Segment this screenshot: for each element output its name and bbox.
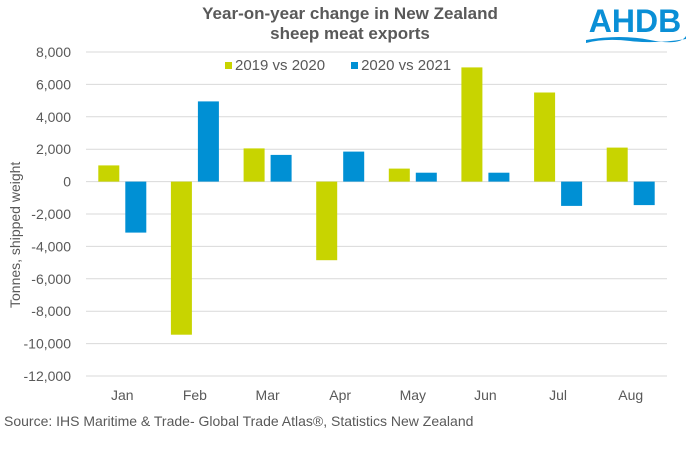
bar-mar-2020-vs-2021 (270, 154, 292, 182)
x-tick-label: May (400, 387, 426, 403)
bar-aug-2020-vs-2021 (633, 181, 655, 206)
bar-jun-2019-vs-2020 (461, 67, 483, 182)
y-tick-label: -10,000 (24, 336, 72, 352)
bar-feb-2020-vs-2021 (197, 101, 219, 182)
bar-jan-2019-vs-2020 (98, 165, 120, 182)
y-tick-label: 6,000 (36, 76, 71, 92)
y-tick-label: 2,000 (36, 141, 71, 157)
bar-jul-2020-vs-2021 (561, 181, 583, 206)
x-tick-label: Feb (183, 387, 207, 403)
chart-title: Year-on-year change in New Zealand sheep… (150, 4, 550, 44)
legend-swatch-2020-vs-2021 (351, 62, 359, 69)
y-tick-label: -6,000 (31, 271, 71, 287)
y-tick-label: 4,000 (36, 109, 71, 125)
svg-text:AHDB: AHDB (589, 3, 681, 39)
source-note: Source: IHS Maritime & Trade- Global Tra… (4, 413, 474, 429)
y-tick-label: 8,000 (36, 44, 71, 60)
bar-feb-2019-vs-2020 (170, 181, 192, 335)
bar-may-2019-vs-2020 (388, 168, 410, 182)
legend-item-2019-vs-2020: 2019 vs 2020 (225, 57, 325, 74)
x-tick-label: Aug (618, 387, 643, 403)
bar-apr-2020-vs-2021 (343, 151, 365, 182)
x-tick-label: Mar (256, 387, 280, 403)
legend-label-2019-vs-2020: 2019 vs 2020 (235, 57, 326, 74)
y-tick-label: -8,000 (31, 303, 71, 319)
bar-mar-2019-vs-2020 (243, 148, 265, 182)
y-tick-label: 0 (63, 174, 71, 190)
bar-may-2020-vs-2021 (415, 172, 437, 182)
x-tick-label: Jun (474, 387, 497, 403)
legend-swatch-2019-vs-2020 (225, 62, 232, 69)
legend-label-2020-vs-2021: 2020 vs 2021 (361, 57, 452, 74)
legend-item-2020-vs-2021: 2020 vs 2021 (351, 57, 451, 74)
chart-title-line-2: sheep meat exports (270, 24, 430, 43)
y-tick-label: -4,000 (31, 238, 71, 254)
x-tick-label: Jul (549, 387, 567, 403)
bar-apr-2019-vs-2020 (316, 181, 338, 261)
bar-jun-2020-vs-2021 (488, 172, 510, 182)
bar-aug-2019-vs-2020 (606, 147, 628, 182)
x-tick-label: Apr (329, 387, 351, 403)
ahdb-logo: AHDB (586, 3, 686, 43)
bar-jul-2019-vs-2020 (534, 92, 556, 182)
bar-jan-2020-vs-2021 (125, 181, 147, 233)
x-tick-label: Jan (111, 387, 134, 403)
y-tick-label: -12,000 (24, 368, 72, 384)
chart-title-line-1: Year-on-year change in New Zealand (202, 4, 498, 23)
legend: 2019 vs 2020 2020 vs 2021 (225, 57, 451, 74)
y-tick-label: -2,000 (31, 206, 71, 222)
